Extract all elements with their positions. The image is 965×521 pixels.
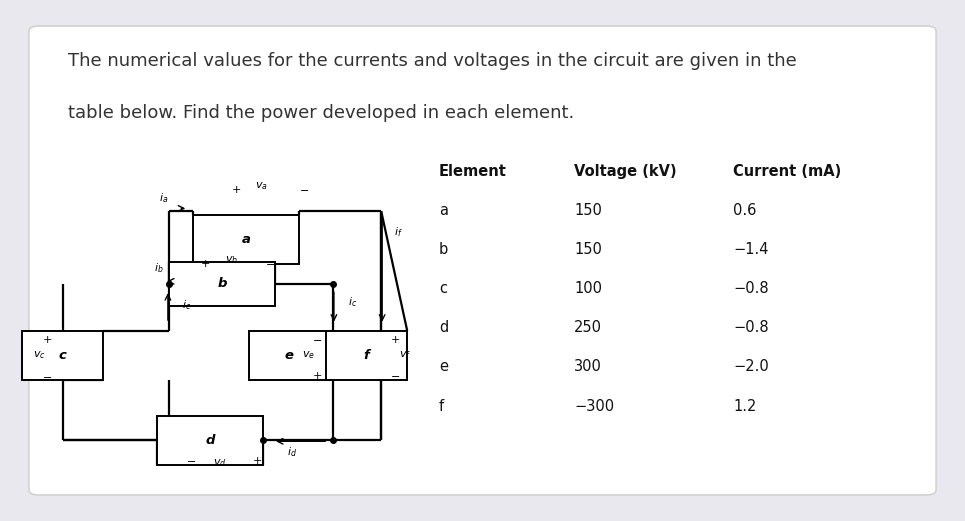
Bar bbox=[157, 416, 263, 465]
Text: a: a bbox=[439, 203, 448, 218]
Text: $-$: $-$ bbox=[265, 258, 275, 268]
Text: $+$: $+$ bbox=[232, 183, 241, 195]
Text: $+$: $+$ bbox=[200, 257, 209, 269]
Text: $-$: $-$ bbox=[313, 333, 322, 344]
Bar bbox=[249, 331, 330, 380]
Text: $+$: $+$ bbox=[252, 454, 262, 466]
Text: $i_f$: $i_f$ bbox=[394, 225, 403, 239]
Text: 0.6: 0.6 bbox=[733, 203, 757, 218]
Text: $i_c$: $i_c$ bbox=[181, 298, 191, 312]
Text: table below. Find the power developed in each element.: table below. Find the power developed in… bbox=[68, 104, 574, 122]
Text: −300: −300 bbox=[574, 399, 615, 414]
Text: 150: 150 bbox=[574, 242, 602, 257]
Text: The numerical values for the currents and voltages in the circuit are given in t: The numerical values for the currents an… bbox=[68, 52, 796, 70]
Text: 150: 150 bbox=[574, 203, 602, 218]
Text: $+$: $+$ bbox=[390, 334, 400, 345]
Text: −0.8: −0.8 bbox=[733, 281, 769, 296]
Text: c: c bbox=[439, 281, 447, 296]
Bar bbox=[22, 331, 103, 380]
Text: 300: 300 bbox=[574, 359, 602, 375]
Text: c: c bbox=[59, 349, 67, 362]
Text: $+$: $+$ bbox=[313, 369, 322, 381]
Text: b: b bbox=[439, 242, 449, 257]
Text: $-$: $-$ bbox=[390, 370, 400, 380]
Text: $v_d$: $v_d$ bbox=[213, 457, 227, 469]
Text: −1.4: −1.4 bbox=[733, 242, 769, 257]
Text: $-$: $-$ bbox=[186, 455, 196, 465]
Text: a: a bbox=[241, 233, 251, 246]
Text: $i_d$: $i_d$ bbox=[288, 445, 297, 458]
Text: $i_a$: $i_a$ bbox=[159, 191, 169, 205]
FancyBboxPatch shape bbox=[29, 26, 936, 495]
Text: $v_c$: $v_c$ bbox=[33, 350, 46, 361]
Text: 250: 250 bbox=[574, 320, 602, 336]
Text: e: e bbox=[439, 359, 448, 375]
Text: d: d bbox=[206, 434, 215, 446]
Text: $v_e$: $v_e$ bbox=[302, 350, 316, 361]
Text: e: e bbox=[285, 349, 294, 362]
Text: f: f bbox=[364, 349, 370, 362]
Text: −0.8: −0.8 bbox=[733, 320, 769, 336]
Text: 1.2: 1.2 bbox=[733, 399, 757, 414]
Text: $-$: $-$ bbox=[42, 371, 52, 381]
Text: Current (mA): Current (mA) bbox=[733, 164, 841, 179]
Text: $v_b$: $v_b$ bbox=[225, 254, 238, 266]
Text: f: f bbox=[439, 399, 444, 414]
Bar bbox=[169, 262, 275, 306]
Text: 100: 100 bbox=[574, 281, 602, 296]
Text: b: b bbox=[217, 278, 227, 290]
Text: $+$: $+$ bbox=[42, 334, 52, 345]
Text: Element: Element bbox=[439, 164, 507, 179]
Text: Voltage (kV): Voltage (kV) bbox=[574, 164, 676, 179]
Text: −2.0: −2.0 bbox=[733, 359, 769, 375]
Bar bbox=[193, 215, 299, 264]
Text: $v_f$: $v_f$ bbox=[400, 350, 411, 361]
Text: $i_b$: $i_b$ bbox=[154, 262, 164, 275]
Bar bbox=[326, 331, 407, 380]
Text: $-$: $-$ bbox=[299, 184, 309, 194]
Text: d: d bbox=[439, 320, 449, 336]
Text: $i_c$: $i_c$ bbox=[347, 295, 357, 309]
Text: $v_a$: $v_a$ bbox=[255, 180, 268, 192]
